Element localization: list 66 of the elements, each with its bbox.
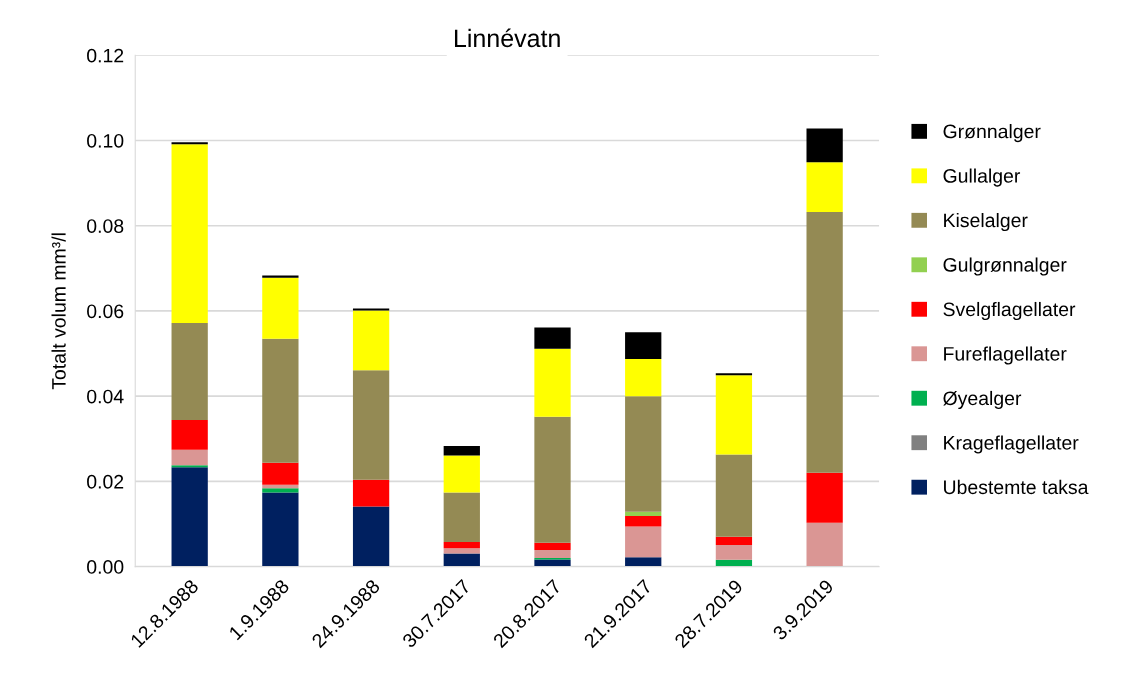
bar (625, 396, 662, 512)
bar (352, 310, 390, 371)
bar (806, 522, 843, 567)
bar (715, 544, 753, 560)
bar (443, 541, 480, 549)
bar (625, 332, 662, 360)
y-tick-label: 0.08 (87, 219, 124, 233)
y-tick-label: 0.04 (87, 389, 124, 404)
bar (171, 144, 208, 323)
bar (171, 449, 208, 466)
legend-label: Svelgflagellater (943, 301, 1076, 321)
bar (534, 542, 571, 550)
y-tick-label: 0.10 (87, 133, 124, 148)
y-tick-label: 0.02 (87, 474, 124, 489)
bar (352, 479, 390, 507)
bar (625, 511, 662, 516)
bar (443, 548, 480, 554)
bar (625, 557, 662, 567)
bar (806, 472, 843, 523)
legend-label: Grønnalger (943, 124, 1041, 143)
legend-label: Ubestemte taksa (944, 479, 1089, 495)
bar (715, 375, 753, 455)
legend-label: Øyealger (943, 390, 1022, 410)
bar (806, 128, 843, 163)
bar (352, 370, 390, 480)
bar (534, 559, 571, 567)
bar (715, 454, 753, 537)
bar (262, 338, 299, 463)
bar (443, 446, 480, 456)
bar (715, 536, 753, 545)
bar (262, 492, 299, 567)
bar (806, 162, 843, 213)
bar (171, 322, 208, 421)
bar (352, 308, 390, 311)
bar (171, 465, 208, 468)
bar (262, 275, 299, 278)
bar (625, 359, 662, 397)
bar (352, 506, 390, 567)
bar (171, 420, 208, 450)
bar (171, 467, 208, 567)
bar (806, 212, 843, 473)
legend-label: Krageflagellater (944, 435, 1079, 454)
bar (625, 526, 662, 558)
bar (443, 492, 480, 542)
bar (262, 488, 299, 493)
legend-label: Gullalger (943, 168, 1021, 187)
bar (625, 515, 662, 527)
bar (534, 416, 571, 543)
y-tick-label: 0.00 (87, 560, 124, 574)
chart-title: Linnévatn (454, 28, 560, 48)
y-axis-title: Totalt volum mm³/l (51, 233, 66, 390)
legend-label: Fureflagellater (944, 346, 1067, 365)
bar (715, 373, 753, 376)
y-tick-label: 0.12 (87, 48, 124, 63)
bar (262, 277, 299, 339)
bar (171, 142, 208, 145)
bar (262, 462, 299, 485)
legend-label: Kiselalger (944, 212, 1028, 232)
bar (443, 455, 480, 493)
bar (534, 348, 571, 417)
bar (262, 484, 299, 489)
bar (534, 550, 571, 559)
bar (534, 327, 571, 349)
y-tick-label: 0.06 (87, 304, 124, 319)
bar (443, 553, 480, 567)
legend-label: Gulgrønnalger (943, 257, 1067, 276)
